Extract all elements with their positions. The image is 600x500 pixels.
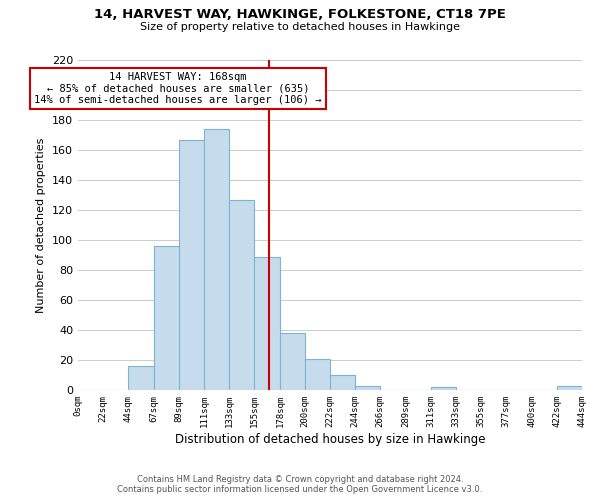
Bar [179,140,204,390]
Text: Size of property relative to detached houses in Hawkinge: Size of property relative to detached ho… [140,22,460,32]
Bar [254,256,280,390]
Text: Contains HM Land Registry data © Crown copyright and database right 2024.
Contai: Contains HM Land Registry data © Crown c… [118,474,482,494]
Bar [280,333,305,390]
Bar [330,375,355,390]
Bar [154,246,179,390]
Bar [204,129,229,390]
Bar [355,386,380,390]
Bar [431,387,456,390]
Text: 14, HARVEST WAY, HAWKINGE, FOLKESTONE, CT18 7PE: 14, HARVEST WAY, HAWKINGE, FOLKESTONE, C… [94,8,506,20]
Bar [229,200,254,390]
Bar [557,386,582,390]
X-axis label: Distribution of detached houses by size in Hawkinge: Distribution of detached houses by size … [175,432,485,446]
Bar [128,366,154,390]
Y-axis label: Number of detached properties: Number of detached properties [37,138,46,312]
Text: 14 HARVEST WAY: 168sqm
← 85% of detached houses are smaller (635)
14% of semi-de: 14 HARVEST WAY: 168sqm ← 85% of detached… [34,72,322,105]
Bar [305,358,330,390]
